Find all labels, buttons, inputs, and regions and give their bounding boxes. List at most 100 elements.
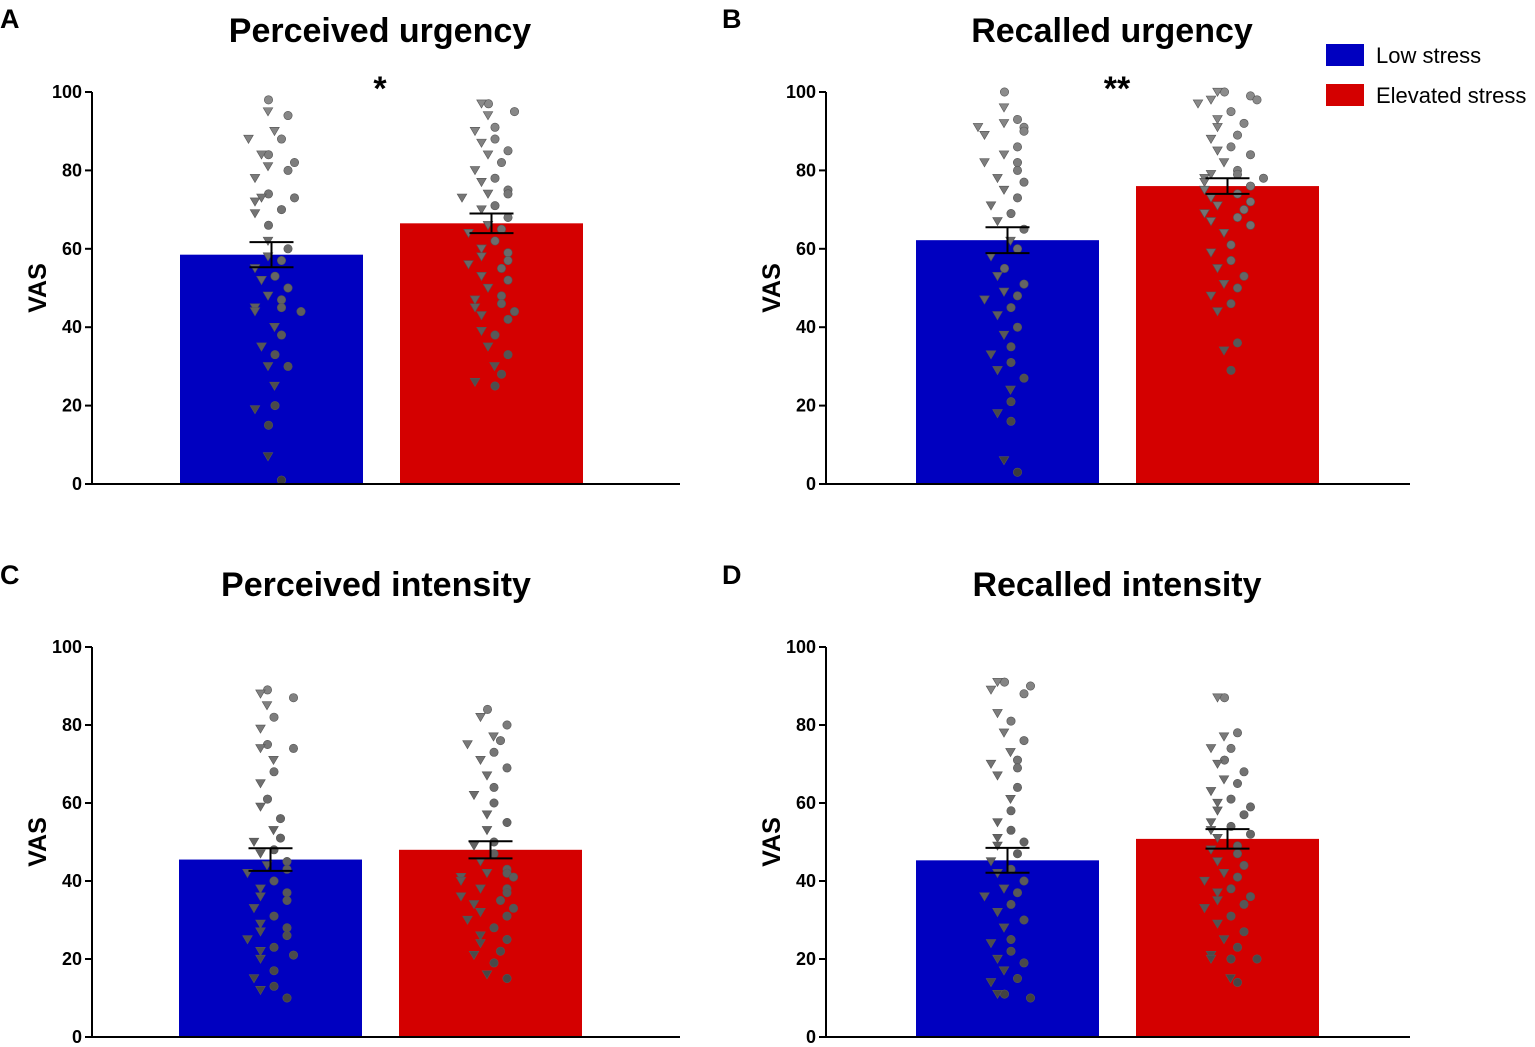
data-point	[1019, 177, 1029, 187]
data-point	[1226, 240, 1236, 250]
data-point	[495, 895, 505, 905]
legend-label: Elevated stress	[1376, 83, 1526, 108]
data-point	[1212, 806, 1223, 816]
legend-swatch	[1326, 84, 1364, 106]
data-point	[282, 864, 292, 874]
data-point	[1205, 744, 1217, 754]
data-point	[1012, 158, 1022, 168]
data-point	[985, 685, 997, 695]
data-point	[455, 892, 467, 902]
data-point	[1005, 385, 1016, 395]
data-point	[979, 295, 990, 305]
data-point	[1212, 857, 1223, 867]
data-point	[985, 978, 997, 988]
data-point	[1012, 165, 1022, 175]
data-point	[1205, 954, 1217, 964]
data-point	[992, 841, 1003, 851]
legend-item-elevated-stress: Elevated stress	[1326, 83, 1526, 108]
data-point	[998, 966, 1010, 976]
data-point	[502, 973, 512, 983]
data-point	[282, 931, 292, 941]
data-point	[276, 295, 286, 305]
data-point	[1226, 365, 1236, 375]
data-point	[985, 759, 997, 769]
data-point	[972, 123, 984, 133]
data-point	[992, 771, 1003, 781]
data-point	[1006, 899, 1016, 909]
data-point	[475, 931, 486, 941]
y-axis-label: VAS	[24, 817, 52, 867]
data-point	[502, 934, 512, 944]
data-point	[998, 150, 1010, 160]
data-point	[503, 275, 513, 285]
data-point	[490, 134, 500, 144]
y-tick-label: 40	[796, 871, 816, 891]
data-point	[1212, 201, 1223, 211]
data-point	[979, 130, 990, 141]
data-point	[1218, 775, 1230, 785]
legend: Low stress Elevated stress	[1326, 43, 1526, 108]
y-tick-label: 100	[786, 82, 816, 102]
data-point	[269, 876, 279, 886]
data-point	[269, 981, 279, 991]
panel-recalled-urgency: B Recalled urgency VAS 0 20 40 60 80 100 **	[722, 4, 1410, 494]
data-point	[270, 271, 280, 281]
bar-elevated-stress	[400, 223, 583, 484]
y-tick-label: 80	[62, 160, 82, 180]
data-point	[1019, 373, 1029, 383]
data-point	[998, 103, 1010, 113]
data-point	[998, 330, 1010, 340]
data-point	[262, 794, 272, 804]
data-point	[1012, 142, 1022, 152]
data-point	[502, 888, 512, 898]
data-point	[509, 307, 519, 317]
data-point	[482, 342, 494, 352]
data-point	[1218, 869, 1230, 879]
data-point	[992, 989, 1003, 1000]
data-point	[503, 189, 513, 199]
data-point	[282, 888, 292, 898]
data-point	[475, 884, 486, 894]
legend-item-low-stress: Low stress	[1326, 43, 1481, 68]
data-point	[1012, 888, 1022, 898]
data-point	[992, 311, 1003, 321]
y-tick-label: 0	[806, 1027, 816, 1047]
data-point	[262, 107, 274, 117]
data-point	[999, 87, 1009, 97]
y-tick-label: 80	[796, 160, 816, 180]
data-point	[282, 895, 292, 905]
data-point	[469, 295, 481, 305]
data-point	[979, 158, 990, 168]
significance-marker: *	[373, 70, 387, 108]
data-point	[1225, 974, 1236, 984]
significance-marker: **	[1104, 70, 1131, 108]
data-point	[1246, 150, 1256, 160]
data-point	[999, 263, 1009, 273]
data-point	[985, 939, 997, 949]
data-point	[1246, 220, 1256, 230]
data-point	[1012, 193, 1022, 203]
chart-panels: A Perceived urgency VAS 0 20 40 60 80 100 * B Recal…	[0, 4, 1410, 1047]
data-point	[276, 330, 286, 340]
data-point	[1019, 126, 1029, 136]
data-point	[490, 201, 500, 211]
data-point	[283, 283, 293, 293]
data-point	[249, 197, 261, 207]
data-point	[998, 884, 1010, 894]
data-point	[1246, 802, 1256, 812]
data-point	[1218, 732, 1230, 742]
data-point	[256, 276, 267, 286]
bar-elevated-stress	[399, 849, 582, 1037]
data-point	[1006, 716, 1016, 726]
panel-title: Perceived urgency	[229, 12, 531, 50]
data-point	[1218, 279, 1230, 289]
data-point	[490, 122, 500, 132]
data-point	[261, 861, 273, 871]
data-point	[243, 134, 254, 144]
panel-title: Recalled intensity	[972, 566, 1261, 604]
data-point	[1246, 197, 1256, 207]
data-point	[1226, 954, 1236, 964]
y-tick-label: 20	[796, 396, 816, 416]
data-point	[1212, 115, 1223, 125]
data-point	[468, 900, 480, 910]
